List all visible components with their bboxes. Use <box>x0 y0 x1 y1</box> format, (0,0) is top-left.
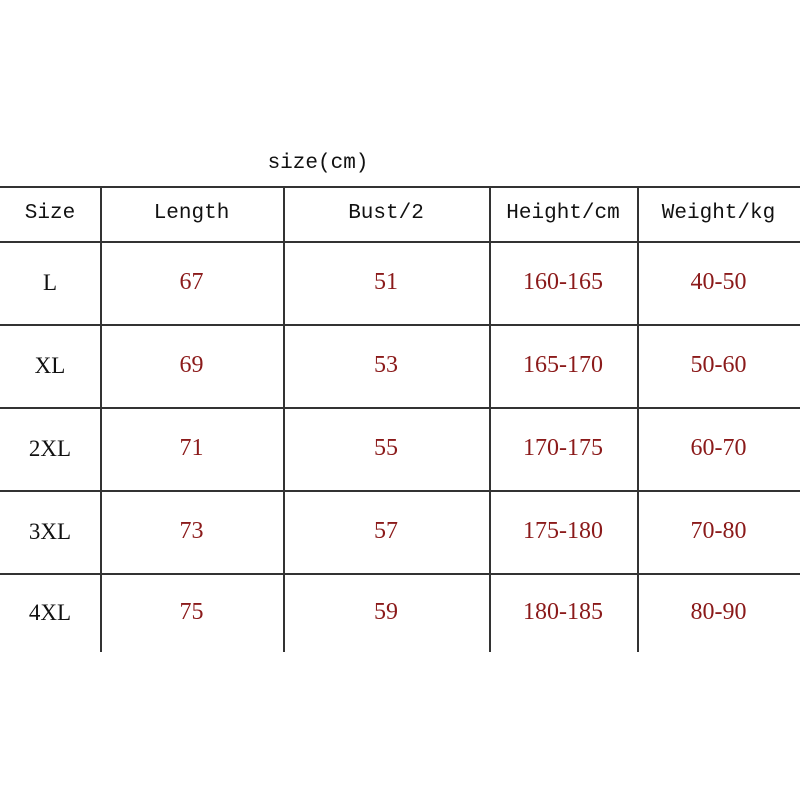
column-divider <box>100 186 102 652</box>
size-label: 4XL <box>28 599 72 625</box>
table-cell: 57 <box>374 518 398 544</box>
column-header: Bust/2 <box>348 202 424 225</box>
table-cell: 55 <box>374 435 398 461</box>
size-label: 2XL <box>28 435 72 461</box>
size-label: L <box>42 269 58 295</box>
column-header: Length <box>153 202 230 225</box>
table-cell: 75 <box>179 599 204 625</box>
table-cell: 160-165 <box>523 269 603 295</box>
column-divider <box>489 186 491 652</box>
column-header: Size <box>24 202 76 225</box>
chart-title: size(cm) <box>267 152 369 175</box>
table-cell: 53 <box>374 352 398 378</box>
row-divider <box>0 407 800 409</box>
row-divider <box>0 490 800 492</box>
row-divider <box>0 324 800 326</box>
table-cell: 40-50 <box>690 269 747 295</box>
table-cell: 73 <box>179 518 204 544</box>
row-divider <box>0 573 800 575</box>
row-divider <box>0 186 800 188</box>
table-cell: 180-185 <box>523 599 603 625</box>
size-label: XL <box>34 352 66 378</box>
table-cell: 70-80 <box>690 518 747 544</box>
table-cell: 67 <box>179 269 204 295</box>
column-header: Height/cm <box>506 202 620 225</box>
table-cell: 71 <box>179 435 204 461</box>
table-cell: 165-170 <box>523 352 603 378</box>
table-cell: 69 <box>179 352 204 378</box>
table-cell: 170-175 <box>523 435 603 461</box>
table-cell: 50-60 <box>690 352 747 378</box>
size-label: 3XL <box>28 518 72 544</box>
table-cell: 175-180 <box>523 518 603 544</box>
table-cell: 51 <box>374 269 398 295</box>
table-cell: 80-90 <box>690 599 747 625</box>
column-divider <box>637 186 639 652</box>
table-cell: 60-70 <box>690 435 747 461</box>
row-divider <box>0 241 800 243</box>
column-divider <box>283 186 285 652</box>
table-cell: 59 <box>374 599 398 625</box>
column-header: Weight/kg <box>661 202 776 225</box>
